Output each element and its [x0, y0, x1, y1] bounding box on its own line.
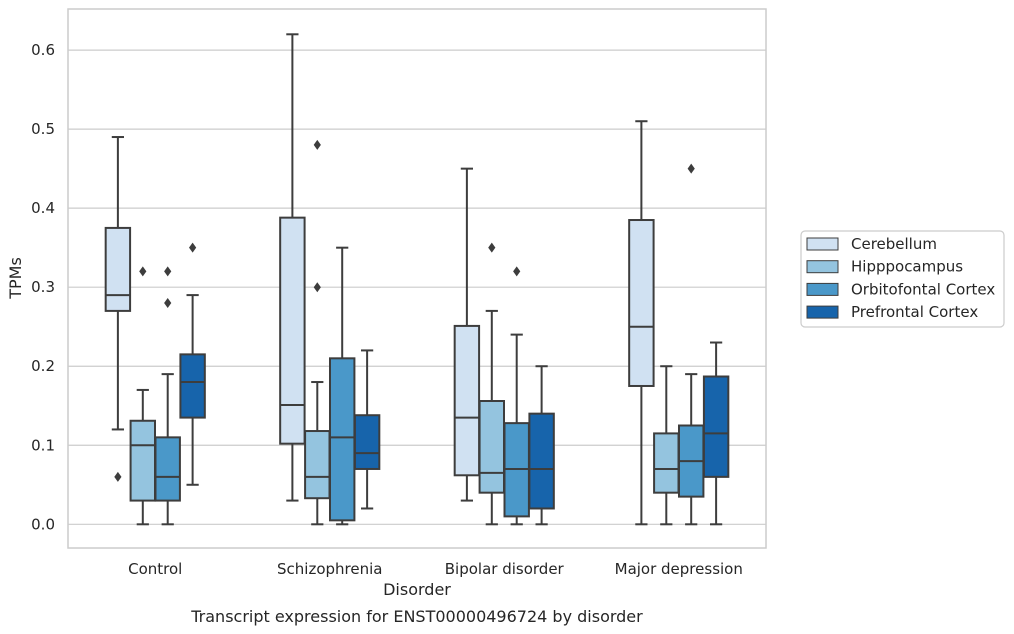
box	[478, 400, 506, 494]
outlier-point	[313, 282, 321, 293]
box	[653, 432, 680, 494]
legend: Cerebellum Hipppocampus Orbitofontal Corte…	[800, 230, 1005, 328]
outlier-point	[687, 163, 695, 174]
box	[104, 226, 132, 312]
outlier-point	[114, 471, 122, 482]
box	[353, 414, 381, 470]
box	[129, 419, 157, 502]
y-tick-label: 0.4	[31, 199, 55, 217]
y-axis-ticks: 0.0 0.1 0.2 0.3 0.4 0.5 0.6	[31, 41, 55, 533]
chart-caption: Transcript expression for ENST0000049672…	[190, 607, 643, 626]
outlier-point	[139, 266, 147, 277]
box	[628, 219, 655, 387]
y-tick-label: 0.6	[31, 41, 55, 59]
box-series	[104, 33, 730, 526]
x-tick-label: Control	[128, 560, 182, 578]
y-axis-label: TPMs	[6, 257, 25, 300]
box	[279, 216, 306, 445]
outlier-point	[488, 242, 496, 253]
plot-frame	[67, 8, 767, 549]
box	[702, 375, 730, 478]
legend-label: Prefrontal Cortex	[851, 303, 978, 321]
legend-swatch	[806, 282, 839, 296]
x-tick-label: Schizophrenia	[277, 560, 382, 578]
outlier-point	[164, 266, 172, 277]
box	[304, 430, 331, 500]
box	[179, 353, 206, 419]
outlier-point	[313, 139, 321, 150]
x-axis-ticks: Control Schizophrenia Bipolar disorder Majo…	[128, 560, 743, 578]
x-tick-label: Bipolar disorder	[445, 560, 565, 578]
box	[328, 357, 356, 522]
x-tick-label: Major depression	[615, 560, 743, 578]
y-tick-label: 0.1	[31, 436, 55, 454]
outlier-point	[189, 242, 197, 253]
outlier-point	[164, 298, 172, 308]
y-tick-label: 0.5	[31, 120, 55, 138]
box	[453, 324, 481, 477]
box	[154, 436, 181, 502]
legend-swatch	[806, 305, 839, 319]
y-tick-label: 0.2	[31, 357, 55, 375]
x-axis-label: Disorder	[383, 580, 451, 599]
legend-label: Hipppocampus	[851, 258, 963, 276]
box	[528, 412, 555, 510]
y-tick-label: 0.0	[31, 515, 55, 533]
legend-label: Orbitofontal Cortex	[851, 280, 995, 298]
legend-swatch	[806, 260, 839, 274]
legend-swatch	[806, 237, 839, 251]
outlier-point	[513, 266, 521, 277]
legend-label: Cerebellum	[851, 235, 937, 253]
legend-frame	[800, 230, 1005, 328]
y-tick-label: 0.3	[31, 278, 55, 296]
